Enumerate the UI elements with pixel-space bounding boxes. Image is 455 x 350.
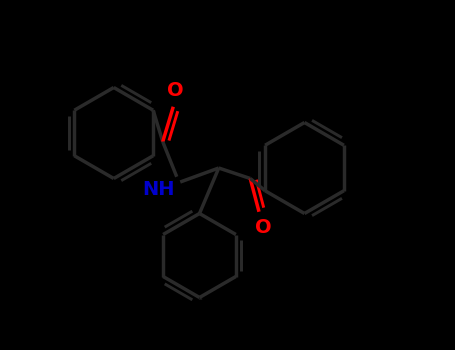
Text: O: O	[255, 218, 272, 237]
Text: NH: NH	[142, 180, 175, 198]
Text: O: O	[167, 81, 183, 100]
